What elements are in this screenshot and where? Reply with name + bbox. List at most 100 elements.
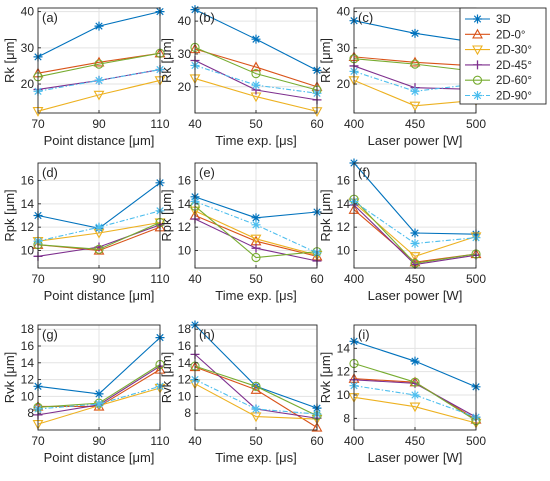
data-point bbox=[94, 59, 104, 69]
x-tick-label: 500 bbox=[466, 434, 486, 448]
legend-marker bbox=[473, 14, 482, 24]
series-line bbox=[353, 79, 477, 107]
panel-label: (h) bbox=[199, 327, 215, 342]
legend-label: 2D-90° bbox=[496, 91, 532, 103]
y-tick-label: 40 bbox=[21, 5, 35, 19]
y-tick-label: 20 bbox=[178, 80, 192, 94]
legend-label: 2D-0° bbox=[496, 29, 526, 41]
y-axis-label: Rvk [μm] bbox=[318, 352, 333, 404]
x-axis-label: Time exp. [μs] bbox=[215, 450, 296, 465]
x-tick-label: 110 bbox=[150, 272, 169, 286]
data-point bbox=[93, 90, 105, 101]
data-point bbox=[410, 86, 420, 96]
y-axis-label: Rk [μm] bbox=[159, 38, 174, 83]
y-tick-label: 10 bbox=[337, 388, 351, 402]
x-tick-label: 70 bbox=[31, 434, 45, 448]
series-line bbox=[353, 56, 477, 67]
y-axis-label: Rk [μm] bbox=[318, 38, 333, 83]
y-tick-label: 12 bbox=[178, 220, 192, 234]
data-point bbox=[94, 21, 104, 31]
x-tick-label: 110 bbox=[150, 434, 169, 448]
x-tick-label: 400 bbox=[344, 117, 364, 131]
y-tick-label: 10 bbox=[178, 389, 192, 403]
x-tick-label: 50 bbox=[249, 272, 263, 286]
data-point bbox=[410, 377, 420, 387]
panel-label: (a) bbox=[42, 10, 58, 25]
y-tick-label: 16 bbox=[21, 174, 35, 188]
data-point bbox=[410, 228, 420, 238]
x-tick-label: 450 bbox=[405, 272, 425, 286]
data-point bbox=[251, 220, 261, 230]
series-line bbox=[194, 46, 318, 91]
legend-label: 3D bbox=[496, 14, 511, 26]
x-tick-label: 500 bbox=[466, 272, 486, 286]
y-tick-label: 12 bbox=[337, 220, 351, 234]
x-tick-label: 60 bbox=[310, 434, 324, 448]
data-point bbox=[410, 59, 420, 69]
y-tick-label: 30 bbox=[178, 47, 192, 61]
data-point bbox=[410, 239, 420, 248]
y-axis-label: Rpk [μm] bbox=[2, 189, 17, 241]
x-tick-label: 50 bbox=[249, 434, 263, 448]
data-point bbox=[409, 402, 421, 413]
y-tick-label: 14 bbox=[21, 356, 35, 370]
y-tick-label: 18 bbox=[178, 322, 192, 336]
x-tick-label: 60 bbox=[310, 117, 324, 131]
x-tick-label: 40 bbox=[188, 117, 202, 131]
x-tick-label: 40 bbox=[188, 272, 202, 286]
data-point bbox=[94, 389, 104, 399]
x-axis-label: Laser power [W] bbox=[368, 450, 463, 465]
y-tick-label: 18 bbox=[21, 322, 35, 336]
y-tick-label: 8 bbox=[27, 406, 34, 420]
panel-g: 70 90 110 8 10 12 14 16 18 Point distance [μm] Rvk… bbox=[2, 322, 170, 465]
y-tick-label: 20 bbox=[337, 77, 351, 91]
legend-marker bbox=[473, 91, 482, 100]
x-tick-label: 400 bbox=[344, 272, 364, 286]
x-tick-label: 40 bbox=[188, 434, 202, 448]
data-point bbox=[251, 213, 261, 223]
series-line bbox=[194, 78, 318, 112]
y-tick-label: 8 bbox=[343, 411, 350, 425]
panel-label: (d) bbox=[42, 165, 58, 180]
data-point bbox=[410, 28, 420, 38]
legend-box bbox=[459, 7, 547, 105]
y-tick-label: 16 bbox=[178, 174, 192, 188]
panel-d: 70 90 110 10 12 14 16 Point distance [μm] Rpk [μ… bbox=[2, 162, 170, 303]
data-point bbox=[410, 390, 420, 400]
data-point bbox=[250, 384, 262, 394]
y-tick-label: 10 bbox=[178, 244, 192, 258]
y-axis-label: Rpk [μm] bbox=[318, 189, 333, 241]
y-tick-label: 14 bbox=[337, 197, 351, 211]
series-line bbox=[194, 205, 318, 259]
x-axis-label: Laser power [W] bbox=[368, 288, 463, 303]
y-tick-label: 40 bbox=[337, 5, 351, 19]
series-line bbox=[37, 221, 161, 250]
series-line bbox=[37, 52, 161, 78]
x-tick-label: 90 bbox=[92, 272, 106, 286]
series-line bbox=[194, 48, 318, 88]
data-point bbox=[94, 222, 104, 232]
data-point bbox=[409, 101, 421, 112]
series-line bbox=[37, 221, 161, 242]
panel-label: (c) bbox=[358, 10, 373, 25]
data-point bbox=[250, 61, 262, 72]
y-tick-label: 20 bbox=[21, 77, 35, 91]
y-axis-label: Rvk [μm] bbox=[159, 352, 174, 404]
panel-label: (f) bbox=[358, 165, 370, 180]
data-point bbox=[251, 69, 261, 79]
panel-c: 400 450 500 20 30 40 Laser power [W] Rk [μm] (c) bbox=[318, 5, 486, 148]
panel-label: (e) bbox=[199, 165, 215, 180]
data-point bbox=[251, 34, 261, 44]
x-axis-label: Time exp. [μs] bbox=[215, 133, 296, 148]
data-point bbox=[250, 234, 262, 245]
panel-f: 400 450 500 10 12 14 16 Laser power [W] Rpk [μm]… bbox=[318, 158, 486, 303]
x-axis-label: Point distance [μm] bbox=[44, 450, 155, 465]
x-tick-label: 90 bbox=[92, 434, 106, 448]
y-tick-label: 12 bbox=[21, 373, 35, 387]
data-point bbox=[251, 243, 261, 253]
legend-label: 2D-45° bbox=[496, 60, 532, 72]
x-tick-label: 110 bbox=[150, 117, 169, 131]
y-tick-label: 30 bbox=[337, 41, 351, 55]
data-point bbox=[251, 252, 261, 263]
